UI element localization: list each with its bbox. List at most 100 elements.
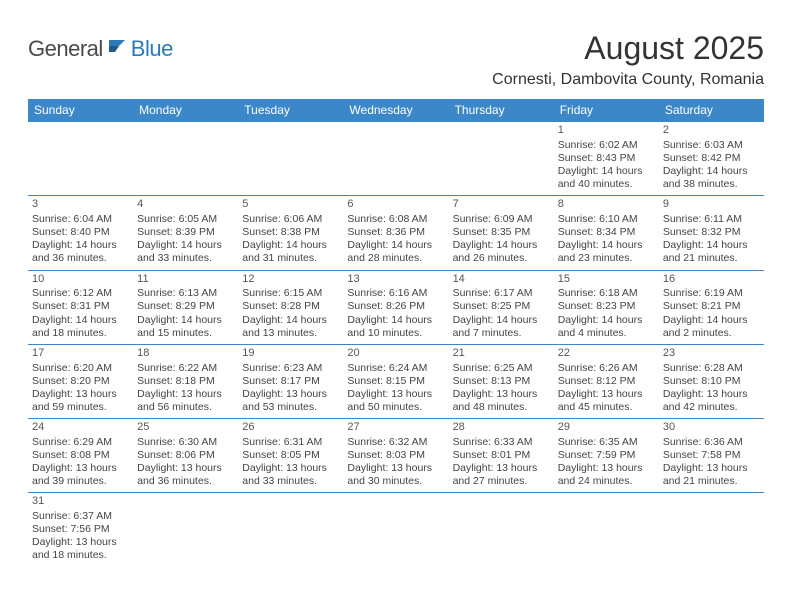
calendar-cell: 8Sunrise: 6:10 AMSunset: 8:34 PMDaylight… xyxy=(554,196,659,270)
day-number: 17 xyxy=(32,347,129,361)
sunset-text: Sunset: 8:36 PM xyxy=(347,226,444,239)
sunrise-text: Sunrise: 6:12 AM xyxy=(32,287,129,300)
day-number: 29 xyxy=(558,421,655,435)
daylight-text: and 59 minutes. xyxy=(32,401,129,414)
calendar-cell xyxy=(238,493,343,567)
daylight-text: Daylight: 14 hours xyxy=(347,314,444,327)
calendar-cell xyxy=(238,122,343,196)
sunset-text: Sunset: 8:42 PM xyxy=(663,152,760,165)
day-number: 8 xyxy=(558,198,655,212)
daylight-text: and 7 minutes. xyxy=(453,327,550,340)
daylight-text: Daylight: 13 hours xyxy=(137,462,234,475)
calendar-cell: 27Sunrise: 6:32 AMSunset: 8:03 PMDayligh… xyxy=(343,419,448,493)
location: Cornesti, Dambovita County, Romania xyxy=(492,71,764,89)
daylight-text: and 13 minutes. xyxy=(242,327,339,340)
daylight-text: and 42 minutes. xyxy=(663,401,760,414)
daylight-text: Daylight: 14 hours xyxy=(558,314,655,327)
calendar-cell: 3Sunrise: 6:04 AMSunset: 8:40 PMDaylight… xyxy=(28,196,133,270)
calendar-cell: 1Sunrise: 6:02 AMSunset: 8:43 PMDaylight… xyxy=(554,122,659,196)
sunrise-text: Sunrise: 6:13 AM xyxy=(137,287,234,300)
day-number: 11 xyxy=(137,273,234,287)
daylight-text: Daylight: 14 hours xyxy=(453,239,550,252)
daylight-text: and 28 minutes. xyxy=(347,252,444,265)
sunrise-text: Sunrise: 6:05 AM xyxy=(137,213,234,226)
calendar-cell xyxy=(449,122,554,196)
day-number: 2 xyxy=(663,124,760,138)
day-number: 31 xyxy=(32,495,129,509)
calendar-cell: 14Sunrise: 6:17 AMSunset: 8:25 PMDayligh… xyxy=(449,270,554,344)
flag-icon xyxy=(107,38,129,61)
sunset-text: Sunset: 8:26 PM xyxy=(347,300,444,313)
daylight-text: and 2 minutes. xyxy=(663,327,760,340)
sunset-text: Sunset: 8:18 PM xyxy=(137,375,234,388)
sunrise-text: Sunrise: 6:03 AM xyxy=(663,139,760,152)
daylight-text: and 26 minutes. xyxy=(453,252,550,265)
day-number: 14 xyxy=(453,273,550,287)
day-number: 15 xyxy=(558,273,655,287)
daylight-text: and 23 minutes. xyxy=(558,252,655,265)
calendar-row: 3Sunrise: 6:04 AMSunset: 8:40 PM Daylight… xyxy=(28,196,764,270)
calendar-cell xyxy=(449,493,554,567)
weekday-header: Tuesday xyxy=(238,99,343,122)
calendar-cell xyxy=(554,493,659,567)
day-number: 4 xyxy=(137,198,234,212)
title-block: August 2025 Cornesti, Dambovita County, … xyxy=(492,30,764,89)
calendar-row: 17Sunrise: 6:20 AMSunset: 8:20 PMDayligh… xyxy=(28,344,764,418)
sunset-text: Sunset: 8:34 PM xyxy=(558,226,655,239)
daylight-text: and 10 minutes. xyxy=(347,327,444,340)
day-number: 25 xyxy=(137,421,234,435)
calendar-cell xyxy=(343,122,448,196)
sunset-text: Sunset: 8:20 PM xyxy=(32,375,129,388)
calendar-table: Sunday Monday Tuesday Wednesday Thursday… xyxy=(28,99,764,567)
sunset-text: Sunset: 8:10 PM xyxy=(663,375,760,388)
day-number: 27 xyxy=(347,421,444,435)
sunset-text: Sunset: 8:40 PM xyxy=(32,226,129,239)
weekday-header: Friday xyxy=(554,99,659,122)
daylight-text: and 4 minutes. xyxy=(558,327,655,340)
calendar-cell: 12Sunrise: 6:15 AMSunset: 8:28 PMDayligh… xyxy=(238,270,343,344)
sunset-text: Sunset: 8:17 PM xyxy=(242,375,339,388)
logo: General Blue xyxy=(28,36,173,62)
sunrise-text: Sunrise: 6:16 AM xyxy=(347,287,444,300)
sunrise-text: Sunrise: 6:15 AM xyxy=(242,287,339,300)
weekday-header: Thursday xyxy=(449,99,554,122)
day-number: 26 xyxy=(242,421,339,435)
sunrise-text: Sunrise: 6:04 AM xyxy=(32,213,129,226)
sunset-text: Sunset: 8:08 PM xyxy=(32,449,129,462)
calendar-cell: 13Sunrise: 6:16 AMSunset: 8:26 PMDayligh… xyxy=(343,270,448,344)
day-number: 23 xyxy=(663,347,760,361)
daylight-text: Daylight: 13 hours xyxy=(32,462,129,475)
daylight-text: Daylight: 14 hours xyxy=(558,239,655,252)
sunrise-text: Sunrise: 6:09 AM xyxy=(453,213,550,226)
daylight-text: Daylight: 14 hours xyxy=(32,314,129,327)
daylight-text: Daylight: 14 hours xyxy=(453,314,550,327)
logo-text-blue: Blue xyxy=(131,36,173,62)
daylight-text: Daylight: 13 hours xyxy=(32,388,129,401)
calendar-cell xyxy=(659,493,764,567)
weekday-header: Monday xyxy=(133,99,238,122)
calendar-cell: 23Sunrise: 6:28 AMSunset: 8:10 PMDayligh… xyxy=(659,344,764,418)
day-number: 3 xyxy=(32,198,129,212)
calendar-body: 1Sunrise: 6:02 AMSunset: 8:43 PMDaylight… xyxy=(28,122,764,567)
sunrise-text: Sunrise: 6:31 AM xyxy=(242,436,339,449)
header: General Blue August 2025 Cornesti, Dambo… xyxy=(28,30,764,89)
sunset-text: Sunset: 8:06 PM xyxy=(137,449,234,462)
day-number: 1 xyxy=(558,124,655,138)
sunset-text: Sunset: 8:13 PM xyxy=(453,375,550,388)
sunrise-text: Sunrise: 6:26 AM xyxy=(558,362,655,375)
calendar-cell: 16Sunrise: 6:19 AMSunset: 8:21 PMDayligh… xyxy=(659,270,764,344)
day-number: 12 xyxy=(242,273,339,287)
sunset-text: Sunset: 8:12 PM xyxy=(558,375,655,388)
sunset-text: Sunset: 8:21 PM xyxy=(663,300,760,313)
calendar-cell xyxy=(133,122,238,196)
calendar-cell: 18Sunrise: 6:22 AMSunset: 8:18 PMDayligh… xyxy=(133,344,238,418)
calendar-row: 24Sunrise: 6:29 AMSunset: 8:08 PMDayligh… xyxy=(28,419,764,493)
daylight-text: Daylight: 13 hours xyxy=(453,388,550,401)
calendar-cell xyxy=(343,493,448,567)
calendar-cell: 30Sunrise: 6:36 AMSunset: 7:58 PMDayligh… xyxy=(659,419,764,493)
daylight-text: Daylight: 13 hours xyxy=(32,536,129,549)
daylight-text: and 30 minutes. xyxy=(347,475,444,488)
sunset-text: Sunset: 8:03 PM xyxy=(347,449,444,462)
day-number: 28 xyxy=(453,421,550,435)
sunrise-text: Sunrise: 6:28 AM xyxy=(663,362,760,375)
